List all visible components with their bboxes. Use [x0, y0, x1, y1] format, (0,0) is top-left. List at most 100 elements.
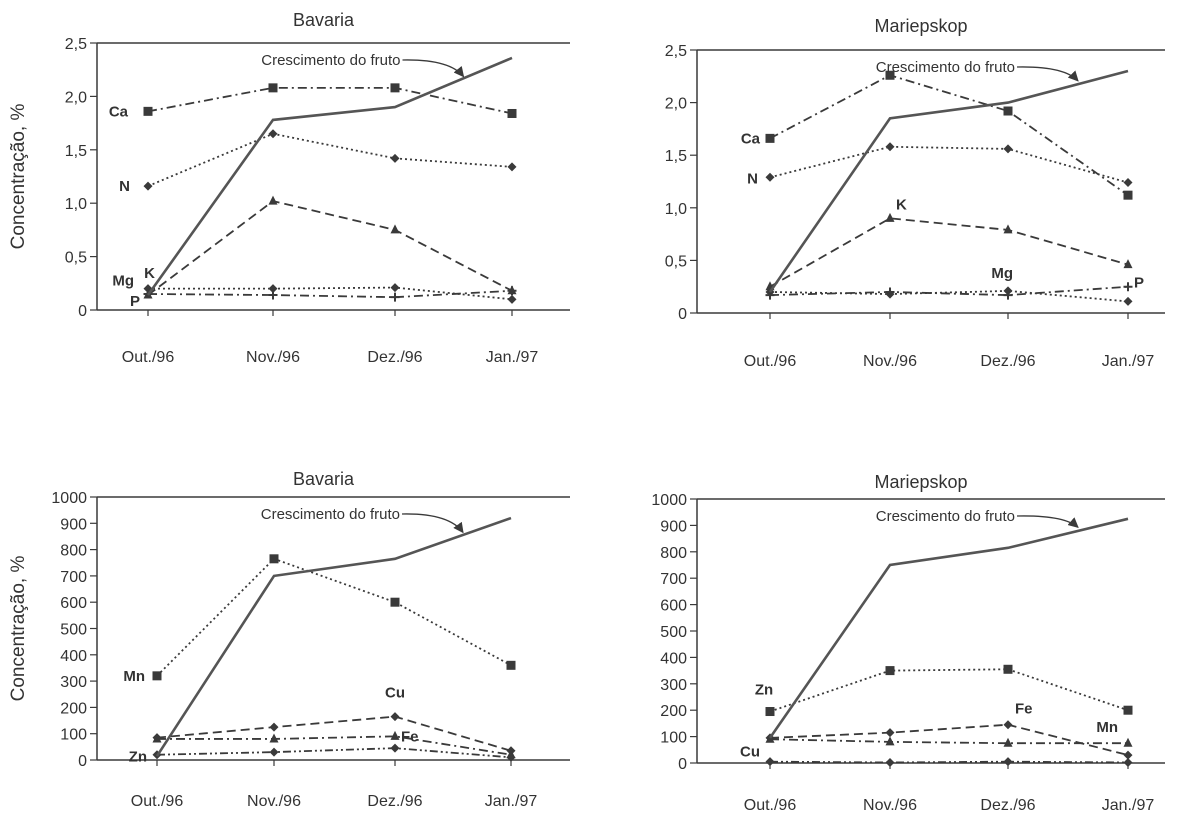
annotation-arrow — [401, 513, 464, 534]
data-point-fe — [1123, 750, 1133, 760]
growth-curve-line — [146, 56, 513, 296]
y-tick-label: 800 — [60, 543, 87, 560]
y-tick-label: 100 — [60, 727, 87, 744]
x-tick-label: Nov./96 — [247, 793, 301, 810]
x-tick-label: Dez./96 — [980, 797, 1035, 814]
y-tick-label: 1,0 — [665, 201, 687, 218]
data-point-k — [268, 195, 278, 205]
series-line-zn — [769, 668, 1129, 713]
series-label-p: P — [130, 293, 140, 310]
y-tick-label: 800 — [660, 545, 687, 562]
chart-panel-mariepskop-macro: Mariepskop 0 0,5 1,0 1,5 2,0 2,5 Out./96 Nov./96… — [665, 16, 1165, 370]
data-point-p — [885, 287, 895, 297]
y-tick-label: 1,0 — [65, 196, 87, 213]
annotation-arrow — [402, 59, 465, 78]
y-tick-label: 700 — [60, 569, 87, 586]
annotation-arrow — [1016, 515, 1079, 529]
series-line-k — [769, 217, 1129, 288]
series-line-mn — [156, 557, 512, 677]
series-line-n — [769, 145, 1129, 184]
y-tick-label: 200 — [60, 700, 87, 717]
x-tick-label: Nov./96 — [863, 797, 917, 814]
y-tick-label: 1000 — [651, 492, 687, 509]
chart-title: Bavaria — [293, 469, 355, 489]
data-point-n — [390, 153, 400, 163]
data-point-zn — [885, 666, 895, 676]
x-tick-label: Out./96 — [744, 797, 797, 814]
y-tick-label: 2,5 — [65, 36, 87, 53]
data-point-zn — [390, 743, 400, 753]
y-tick-label: 600 — [60, 595, 87, 612]
series-label-fe: Fe — [1015, 701, 1033, 718]
data-point-p — [1003, 290, 1013, 300]
data-point-zn — [1003, 664, 1013, 674]
data-point-mg — [1123, 296, 1133, 306]
series-line-cu — [769, 760, 1129, 764]
data-point-cu — [390, 712, 400, 722]
data-point-ca — [390, 83, 400, 93]
data-point-cu — [1123, 757, 1133, 767]
data-point-n — [1003, 144, 1013, 154]
y-tick-label: 1,5 — [65, 143, 87, 160]
y-tick-label: 0 — [678, 756, 687, 773]
data-point-p — [507, 286, 517, 296]
annotation-arrow — [1016, 66, 1079, 82]
data-point-fe — [152, 733, 162, 743]
x-tick-label: Jan./97 — [1102, 353, 1155, 370]
data-point-mn — [1123, 737, 1133, 747]
data-point-n — [1123, 178, 1133, 188]
growth-annotation: Crescimento do fruto — [876, 508, 1015, 525]
series-line-zn — [156, 747, 512, 759]
series-label-k: K — [896, 196, 907, 213]
data-point-mn — [269, 554, 279, 564]
series-label-mg: Mg — [112, 273, 134, 290]
growth-curve-line — [155, 516, 512, 757]
data-point-ca — [885, 70, 895, 80]
data-point-cu — [765, 757, 775, 767]
data-point-mn — [390, 597, 400, 607]
y-tick-label: 0,5 — [665, 253, 687, 270]
data-point-fe — [1003, 720, 1013, 730]
series-line-mg — [769, 290, 1129, 303]
data-point-ca — [1123, 190, 1133, 200]
data-point-n — [507, 162, 517, 172]
chart-title: Bavaria — [293, 10, 355, 30]
data-point-mn — [1003, 737, 1013, 747]
series-label-mn: Mn — [1096, 719, 1118, 736]
data-point-k — [1123, 259, 1133, 269]
series-label-k: K — [144, 265, 155, 282]
growth-annotation: Crescimento do fruto — [876, 59, 1015, 76]
data-point-mg — [390, 283, 400, 293]
y-tick-label: 600 — [660, 598, 687, 615]
data-point-zn — [269, 747, 279, 757]
data-point-n — [885, 142, 895, 152]
series-label-zn: Zn — [755, 682, 773, 699]
growth-curve-line — [768, 517, 1129, 739]
series-line-cu — [156, 715, 512, 752]
x-tick-label: Out./96 — [122, 349, 175, 366]
y-tick-label: 200 — [660, 703, 687, 720]
y-tick-label: 0,5 — [65, 250, 87, 267]
data-point-p — [268, 290, 278, 300]
data-point-cu — [269, 722, 279, 732]
data-point-p — [765, 290, 775, 300]
series-label-mn: Mn — [123, 668, 145, 685]
chart-title: Mariepskop — [874, 472, 967, 492]
series-label-cu: Cu — [385, 685, 405, 702]
series-label-ca: Ca — [741, 130, 761, 147]
x-tick-label: Jan./97 — [485, 793, 538, 810]
series-label-mg: Mg — [991, 265, 1013, 282]
x-tick-label: Nov./96 — [863, 353, 917, 370]
y-tick-label: 500 — [60, 622, 87, 639]
series-line-fe — [769, 723, 1129, 756]
y-axis-label: Concentração, % — [8, 556, 29, 702]
data-point-zn — [765, 707, 775, 717]
chart-panel-mariepskop-micro: Mariepskop 0 100 200 300 400 500 600 700 800 900 10… — [651, 472, 1165, 814]
data-point-k — [885, 212, 895, 222]
x-tick-label: Jan./97 — [486, 349, 539, 366]
data-point-cu — [1003, 757, 1013, 767]
data-point-ca — [507, 108, 517, 118]
series-line-p — [147, 289, 513, 299]
y-tick-label: 900 — [60, 516, 87, 533]
